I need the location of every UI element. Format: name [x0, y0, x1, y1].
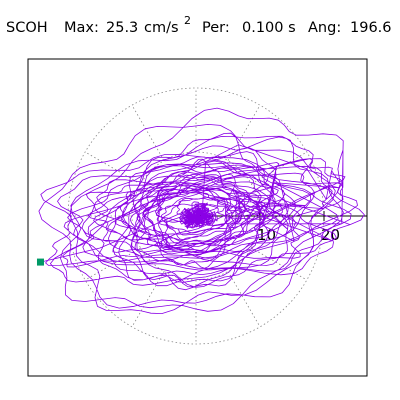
polar-spoke-120 — [131, 104, 165, 161]
polar-spoke-60 — [227, 104, 261, 161]
polar-spoke-300 — [227, 271, 261, 328]
max-label: Max: — [64, 20, 99, 36]
per-label: Per: — [202, 20, 230, 36]
polar-spoke-240 — [131, 271, 165, 328]
per-value: 0.100 s — [242, 20, 296, 36]
orbit-series-line — [38, 107, 365, 314]
max-unit-exponent: 2 — [184, 14, 191, 27]
polar-spoke-150 — [84, 151, 141, 185]
plot-frame — [27, 58, 368, 377]
station-code: SCOH — [6, 20, 48, 36]
max-unit: cm/s — [144, 20, 179, 36]
orbit-trace — [38, 107, 365, 314]
start-marker — [36, 258, 44, 266]
marker-group — [36, 258, 44, 266]
ang-label: Ang: — [308, 20, 342, 36]
ang-value: 196.6 — [350, 20, 392, 36]
polar-spoke-330 — [251, 247, 308, 281]
max-value: 25.3 — [106, 20, 139, 36]
